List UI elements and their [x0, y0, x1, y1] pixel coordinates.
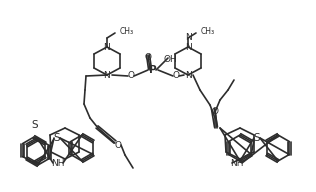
Text: N: N	[104, 70, 110, 79]
Text: CH₃: CH₃	[120, 26, 134, 36]
Text: N: N	[185, 70, 191, 79]
Text: N: N	[104, 42, 110, 51]
Text: P: P	[149, 65, 157, 75]
Text: O: O	[173, 71, 179, 80]
Text: NH: NH	[230, 159, 244, 167]
Text: O: O	[114, 141, 121, 150]
Text: O: O	[127, 71, 135, 80]
Text: N: N	[185, 33, 191, 42]
Text: NH: NH	[51, 159, 65, 167]
Text: S: S	[254, 133, 260, 143]
Text: OH: OH	[163, 55, 177, 65]
Text: S: S	[32, 120, 38, 130]
Text: O: O	[211, 108, 218, 117]
Text: O: O	[144, 54, 151, 63]
Text: S: S	[54, 133, 60, 143]
Text: CH₃: CH₃	[201, 26, 215, 36]
Text: N: N	[185, 42, 191, 51]
